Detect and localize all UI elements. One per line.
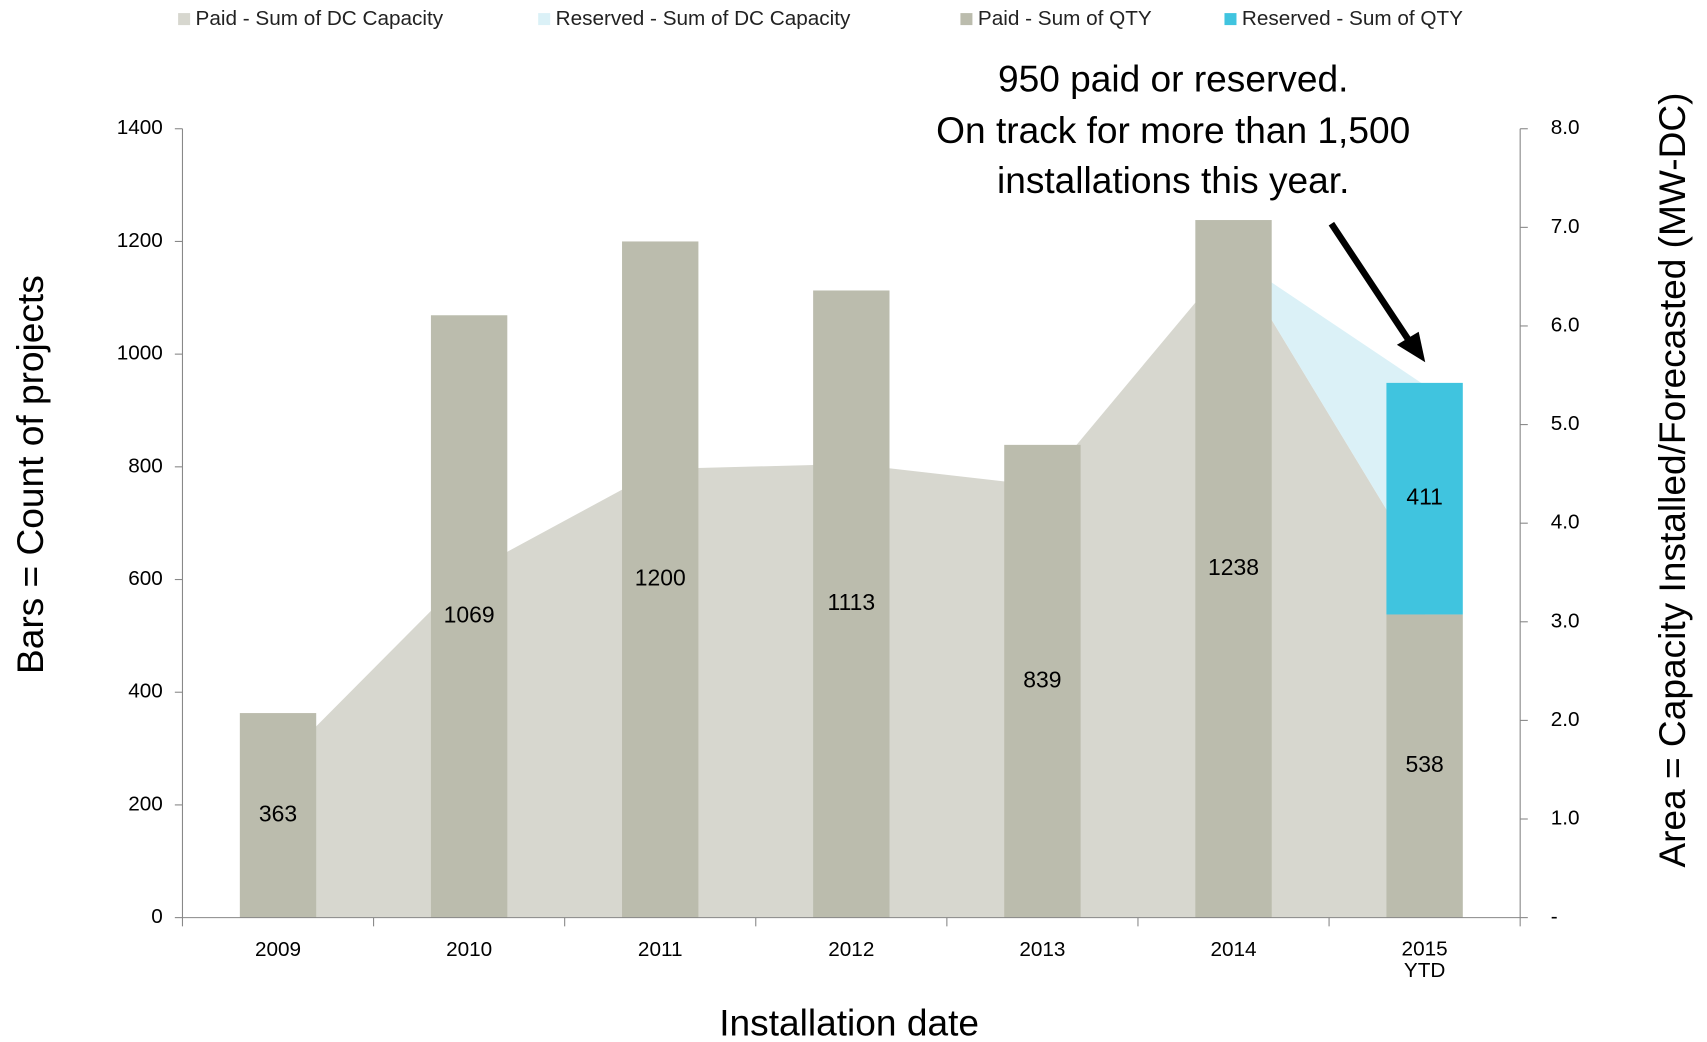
- legend-label: Paid - Sum of DC Capacity: [196, 7, 444, 30]
- legend-swatch: [1224, 13, 1237, 26]
- y-tick-label: 1200: [117, 229, 163, 252]
- bar: [813, 290, 890, 918]
- x-tick-label: 2015 YTD: [1402, 938, 1448, 983]
- x-tick-label: 2009: [255, 938, 301, 961]
- y2-tick-label: -: [1551, 905, 1558, 928]
- y-tick-label: 400: [128, 680, 163, 703]
- legend-swatch: [178, 13, 191, 26]
- legend-swatch: [960, 13, 973, 26]
- y2-axis-title: Area = Capacity Installed/Forecasted (MW…: [1651, 93, 1693, 868]
- data-label: 1238: [1208, 554, 1259, 580]
- bars: 363 1069 1200 1113 839 1238 538 411: [239, 220, 1463, 918]
- y-axis-title: Bars = Count of projects: [9, 275, 51, 674]
- x-tick-label: 2013: [1019, 938, 1065, 961]
- legend-swatch: [538, 13, 551, 26]
- y-tick-label: 600: [128, 567, 163, 590]
- y2-tick-label: 5.0: [1551, 412, 1580, 435]
- y2-tick-label: 4.0: [1551, 511, 1580, 534]
- annotation: 950 paid or reserved.: [998, 58, 1348, 100]
- legend-label: Reserved - Sum of QTY: [1242, 7, 1463, 30]
- y-tick-label: 0: [151, 905, 163, 928]
- bar: [1195, 220, 1272, 918]
- data-label: 1200: [635, 565, 686, 591]
- y-tick-label: 1000: [117, 342, 163, 365]
- annotation-arrow: [1328, 221, 1414, 346]
- annotation: On track for more than 1,500: [936, 109, 1410, 151]
- y2-tick-label: 8.0: [1551, 116, 1580, 139]
- area: [1233, 256, 1425, 573]
- arrow-head: [1396, 331, 1426, 363]
- bar: [622, 241, 699, 918]
- y-tick-label: 1400: [117, 116, 163, 139]
- data-label: 363: [259, 800, 297, 826]
- x-axis-title: Installation date: [719, 1001, 979, 1042]
- bar: [1004, 444, 1081, 918]
- data-label: 1069: [444, 601, 495, 627]
- bar: [1386, 382, 1463, 615]
- y2-tick-label: 6.0: [1551, 313, 1580, 336]
- y2-tick-label: 7.0: [1551, 215, 1580, 238]
- data-label: 411: [1406, 484, 1443, 510]
- y2-tick-label: 1.0: [1551, 806, 1580, 829]
- x-tick-label: 2012: [828, 938, 874, 961]
- bar: [430, 315, 508, 918]
- x-tick-label: 2014: [1210, 938, 1256, 961]
- y-tick-label: 200: [128, 792, 163, 815]
- bar: [1386, 614, 1463, 918]
- y2-tick-label: 2.0: [1551, 708, 1580, 731]
- legend-label: Paid - Sum of QTY: [978, 7, 1152, 30]
- y2-tick-label: 3.0: [1551, 609, 1580, 632]
- annotation: installations this year.: [997, 159, 1349, 201]
- data-label: 538: [1406, 751, 1444, 777]
- y-tick-label: 800: [128, 454, 163, 477]
- x-tick-label: 2011: [638, 938, 683, 961]
- data-label: 839: [1023, 666, 1061, 692]
- data-label: 1113: [828, 589, 876, 615]
- bar: [239, 713, 317, 918]
- legend-label: Reserved - Sum of DC Capacity: [556, 7, 851, 30]
- x-tick-label: 2010: [446, 938, 492, 961]
